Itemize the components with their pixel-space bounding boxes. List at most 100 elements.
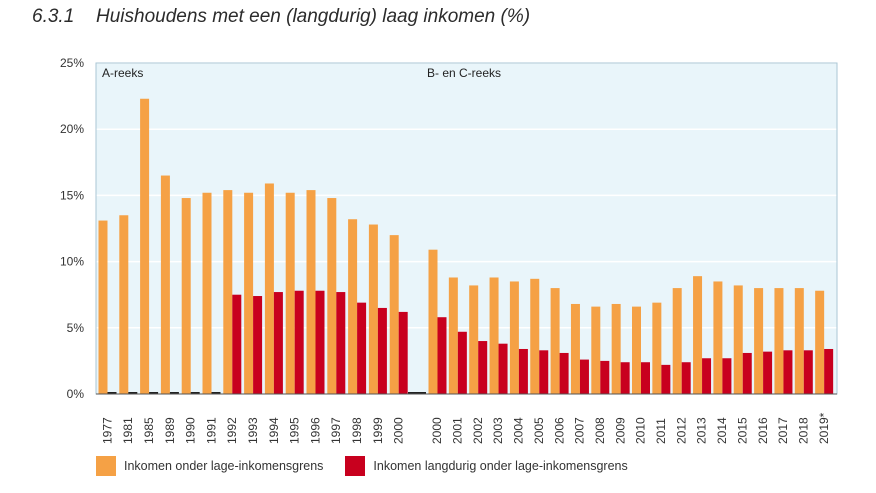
x-tick-label: 1990 <box>184 417 198 444</box>
y-tick-label: 15% <box>60 188 84 202</box>
legend-item-orange: Inkomen onder lage-inkomensgrens <box>96 456 323 476</box>
y-tick-label: 25% <box>60 56 84 70</box>
bar-red-2013 <box>702 358 712 394</box>
x-tick-label: 2010 <box>634 417 648 444</box>
bar-orange-1985 <box>140 98 150 395</box>
bar-orange-2009 <box>611 303 621 394</box>
bar-orange-2011 <box>652 302 662 394</box>
y-tick-label: 0% <box>67 387 85 401</box>
x-tick-label: 1985 <box>142 417 156 444</box>
x-tick-label: 2018 <box>796 417 810 444</box>
bar-orange-2006 <box>550 288 560 394</box>
bar-orange-2019* <box>815 290 825 394</box>
bar-orange-2000 <box>428 249 438 394</box>
x-tick-label: 2014 <box>715 417 729 444</box>
bar-orange-2001 <box>448 277 458 394</box>
bar-red-2005 <box>539 350 549 394</box>
bar-orange-1981 <box>119 215 129 394</box>
y-tick-label: 10% <box>60 255 84 269</box>
bar-missing-1977 <box>107 392 117 394</box>
bar-orange-2014 <box>713 281 723 394</box>
bar-orange-2018 <box>794 288 804 394</box>
bar-red-2001 <box>457 331 467 394</box>
x-tick-label: 2007 <box>573 417 587 444</box>
x-tick-label: 2003 <box>491 417 505 444</box>
bar-orange-1999 <box>368 224 378 394</box>
bar-red-1997 <box>336 292 346 394</box>
bar-red-1995 <box>294 290 304 394</box>
legend-swatch-red <box>345 456 366 476</box>
x-tick-label: 1998 <box>350 417 364 444</box>
y-tick-label: 5% <box>67 321 85 335</box>
bar-red-2000 <box>437 317 447 394</box>
x-tick-label: 2001 <box>451 417 465 444</box>
bar-orange-1990 <box>181 198 191 394</box>
legend-label-red: Inkomen langdurig onder lage-inkomensgre… <box>373 459 628 473</box>
x-tick-label: 1993 <box>246 417 260 444</box>
bar-orange-1995 <box>285 192 295 394</box>
x-tick-label: 1991 <box>204 417 218 444</box>
bar-red-2003 <box>498 343 508 394</box>
bar-missing-1989 <box>169 392 179 394</box>
bar-orange-1994 <box>264 183 274 394</box>
x-tick-label: 2000 <box>430 417 444 444</box>
bar-red-2016 <box>763 351 773 394</box>
bar-red-1999 <box>377 307 387 394</box>
bar-orange-2008 <box>591 306 601 394</box>
bar-red-2004 <box>518 348 528 394</box>
x-tick-label: 1997 <box>329 417 343 444</box>
x-tick-label: 2019* <box>817 412 831 444</box>
x-tick-label: 2013 <box>695 417 709 444</box>
bar-orange-2010 <box>632 306 641 394</box>
x-tick-label: 2016 <box>756 417 770 444</box>
bar-red-1993 <box>253 296 263 394</box>
bar-red-2006 <box>559 352 569 394</box>
bar-orange-1992 <box>223 190 233 394</box>
bar-red-2008 <box>600 360 610 394</box>
bar-red-1994 <box>273 292 283 394</box>
chart-title: 6.3.1 Huishoudens met een (langdurig) la… <box>32 6 530 36</box>
bar-orange-1977 <box>98 220 108 394</box>
bar-orange-1993 <box>244 192 254 394</box>
bar-orange-2012 <box>672 288 682 394</box>
bar-red-1998 <box>357 302 367 394</box>
x-tick-label: 1981 <box>121 417 135 444</box>
y-tick-label: 20% <box>60 122 84 136</box>
bar-red-1992 <box>232 294 242 394</box>
legend-swatch-orange <box>96 456 116 476</box>
title-number: 6.3.1 <box>32 6 75 27</box>
legend: Inkomen onder lage-inkomensgrens Inkomen… <box>96 456 650 476</box>
x-tick-label: 2009 <box>613 417 627 444</box>
bar-red-2019* <box>824 348 834 394</box>
bar-missing-1985 <box>149 392 159 394</box>
x-tick-label: 2004 <box>512 417 526 444</box>
legend-label-orange: Inkomen onder lage-inkomensgrens <box>124 459 324 473</box>
bar-orange-2013 <box>693 276 703 394</box>
x-tick-label: 2006 <box>552 417 566 444</box>
bar-red-2015 <box>742 352 752 394</box>
bar-orange-1996 <box>306 190 316 394</box>
bar-orange-2000 <box>389 235 399 394</box>
bar-red-2009 <box>620 362 630 394</box>
bar-red-1996 <box>315 290 325 394</box>
x-tick-label: 2000 <box>392 417 406 444</box>
bar-red-2007 <box>579 359 589 394</box>
title-text: Huishoudens met een (langdurig) laag ink… <box>96 6 531 27</box>
bar-red-2014 <box>722 358 732 394</box>
bar-orange-2016 <box>754 288 764 394</box>
x-tick-label: 1977 <box>100 417 114 444</box>
x-tick-label: 1994 <box>267 417 281 444</box>
x-tick-label: 1999 <box>371 417 385 444</box>
bar-orange-1989 <box>160 175 170 394</box>
annotation-bc-reeks: B- en C-reeks <box>427 66 501 80</box>
bar-orange-1991 <box>202 192 212 394</box>
bar-orange-1997 <box>327 198 337 394</box>
bar-red-2000 <box>398 311 408 394</box>
bar-missing-1990 <box>190 392 200 394</box>
x-tick-label: 1989 <box>163 417 177 444</box>
x-tick-label: 2012 <box>674 417 688 444</box>
bar-orange-1998 <box>348 219 358 394</box>
x-tick-label: 2005 <box>532 417 546 444</box>
bar-red-2011 <box>661 364 671 394</box>
bar-missing-1991 <box>211 392 221 394</box>
